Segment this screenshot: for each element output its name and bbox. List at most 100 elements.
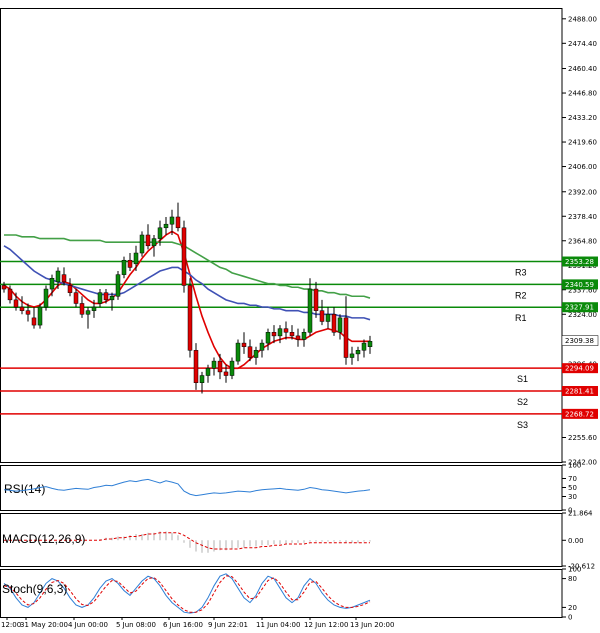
candle-body xyxy=(79,303,85,315)
candle-body xyxy=(67,285,73,293)
level-price-tag-label: 2353.28 xyxy=(565,258,594,266)
level-label-r1: R1 xyxy=(515,313,527,323)
level-price-tag xyxy=(562,279,598,290)
candle-body xyxy=(259,342,265,351)
candle-body xyxy=(91,306,97,311)
candle-body xyxy=(247,346,253,358)
candle-body xyxy=(349,353,355,358)
rsi-tick-label: 30 xyxy=(568,493,577,501)
price-tick-label: 2242.00 xyxy=(568,459,597,467)
candle-body xyxy=(187,285,193,351)
price-tick-label: 2378.40 xyxy=(568,213,597,221)
candle-body xyxy=(301,332,307,340)
price-tick-label: 2337.60 xyxy=(568,286,597,294)
candle-body xyxy=(19,306,25,311)
time-tick-label: 9 Jun 22:01 xyxy=(208,621,248,629)
candle-body xyxy=(199,375,205,383)
macd-signal-line xyxy=(4,532,370,550)
price-tick-label: 2364.80 xyxy=(568,237,597,245)
candle-body xyxy=(271,332,277,337)
candle-body xyxy=(253,350,259,358)
stoch-tick-label: 100 xyxy=(568,566,581,574)
candle-body xyxy=(109,296,115,301)
candle-body xyxy=(295,335,301,340)
level-label-s2: S2 xyxy=(517,397,528,407)
candle-body xyxy=(265,332,271,344)
level-label-s3: S3 xyxy=(517,420,528,430)
candle-body xyxy=(85,310,91,315)
candle-body xyxy=(103,292,109,301)
candle-body xyxy=(25,310,31,315)
candle-body xyxy=(157,227,163,239)
candle-body xyxy=(127,259,133,268)
candle-body xyxy=(223,371,229,376)
level-price-tag xyxy=(562,385,598,396)
price-tick-label: 2460.40 xyxy=(568,65,597,73)
candle-body xyxy=(7,288,13,301)
stoch-main-line xyxy=(3,573,371,614)
candle-body xyxy=(241,342,247,347)
level-price-tag-label: 2268.72 xyxy=(565,410,594,418)
time-tick-label: 4 Jun 00:00 xyxy=(68,621,108,629)
candle-body xyxy=(133,252,139,265)
rsi-tick-label: 100 xyxy=(568,462,581,470)
price-tick-label: 2446.80 xyxy=(568,90,597,98)
level-price-tag xyxy=(562,302,598,313)
time-tick-label: 12 Jun 12:00 xyxy=(304,621,348,629)
macd-tick-label: 21.864 xyxy=(568,510,593,518)
candle-body xyxy=(193,350,199,383)
stoch-signal-line xyxy=(3,575,371,613)
candle-body xyxy=(151,238,157,247)
candle-body xyxy=(145,234,151,247)
ma-red-line xyxy=(3,230,370,370)
rsi-title: RSI(14) xyxy=(4,482,45,496)
candle-body xyxy=(337,317,343,333)
candle-body xyxy=(37,306,43,326)
candle-body xyxy=(115,274,121,297)
rsi-tick-label: 50 xyxy=(568,484,577,492)
candle-body xyxy=(361,342,367,351)
candle-body xyxy=(181,227,187,286)
level-label-r3: R3 xyxy=(515,268,527,278)
price-tick-label: 2324.00 xyxy=(568,311,597,319)
level-price-tag-label: 2294.09 xyxy=(565,365,594,373)
stoch-tick-label: 0 xyxy=(568,614,572,622)
rsi-line xyxy=(3,478,371,497)
price-tick-label: 2392.00 xyxy=(568,188,597,196)
stoch-tick-label: 80 xyxy=(568,575,577,583)
candle-body xyxy=(205,368,211,376)
candle-body xyxy=(175,216,181,229)
time-tick-label: 5 Jun 08:00 xyxy=(116,621,156,629)
candle-body xyxy=(367,341,373,347)
rsi-tick-label: 0 xyxy=(568,507,572,515)
candle-body xyxy=(289,332,295,337)
stoch-tick-label: 20 xyxy=(568,604,577,612)
level-price-tag-label: 2281.41 xyxy=(565,387,594,395)
price-tick-label: 2406.00 xyxy=(568,163,597,171)
candle-body xyxy=(325,314,331,322)
candle-body xyxy=(355,350,361,355)
candle-body xyxy=(1,285,7,290)
candle-body xyxy=(13,299,19,308)
last-price-tag xyxy=(561,335,599,346)
candle-body xyxy=(49,277,55,290)
candle-body xyxy=(55,270,61,283)
level-price-tag-label: 2327.91 xyxy=(565,304,594,312)
macd-tick-label: 0.00 xyxy=(568,537,584,545)
panel-frame-main xyxy=(0,8,563,463)
candle-body xyxy=(277,328,283,337)
candle-body xyxy=(61,274,67,283)
candle-body xyxy=(31,317,37,326)
stoch-title: Stoch(9,6,3) xyxy=(2,582,67,596)
candle-body xyxy=(97,292,103,304)
macd-title: MACD(12,26,9) xyxy=(2,532,85,546)
candle-body xyxy=(307,288,313,333)
candle-body xyxy=(319,310,325,322)
level-price-tag xyxy=(562,363,598,374)
candle-body xyxy=(73,292,79,304)
level-price-tag xyxy=(562,408,598,419)
price-tick-label: 2433.20 xyxy=(568,114,597,122)
candle-body xyxy=(43,288,49,308)
candle-body xyxy=(139,234,145,254)
candle-body xyxy=(211,360,217,369)
